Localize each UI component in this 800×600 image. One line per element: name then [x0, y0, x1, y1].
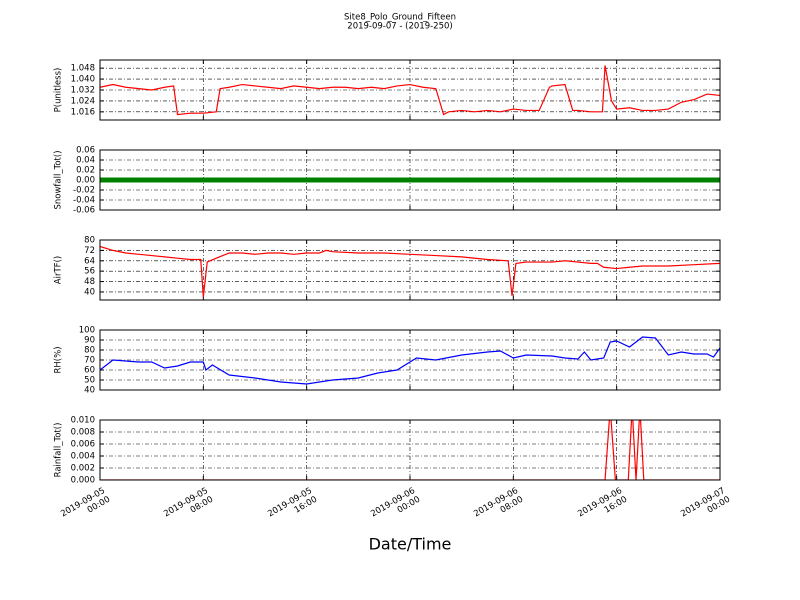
y-tick-label: 80 [84, 346, 95, 356]
y-tick-label: 0.006 [71, 440, 95, 450]
axes-frame [99, 149, 721, 211]
y-tick-label: 60 [84, 366, 95, 376]
y-axis-label: AirTF() [54, 256, 64, 284]
y-tick-label: 0.008 [71, 428, 95, 438]
y-tick-label: 1.016 [71, 107, 95, 117]
y-tick-label: 40 [84, 386, 95, 396]
axes-frame [99, 59, 721, 121]
y-tick-label: -0.06 [73, 206, 95, 216]
chart-subtitle: 2019-09-07 - (2019-250) [347, 22, 452, 32]
y-tick-label: 80 [84, 236, 95, 246]
chart-title: Site8_Polo_Ground_Fifteen [344, 13, 456, 23]
y-tick-label: -0.04 [73, 196, 95, 206]
y-tick-label: 64 [84, 256, 95, 266]
y-tick-label: 56 [84, 267, 95, 277]
x-axis-label: Date/Time [369, 535, 452, 554]
y-tick-label: 72 [84, 246, 95, 256]
data-line [100, 245, 720, 298]
axes-frame [99, 329, 721, 391]
y-tick-label: 0.06 [76, 146, 95, 156]
axes-frame [99, 419, 721, 481]
y-tick-label: 0.010 [71, 416, 95, 426]
y-tick-label: 0.004 [71, 452, 95, 462]
y-tick-label: 90 [84, 336, 95, 346]
y-tick-label: 0.002 [71, 464, 95, 474]
y-tick-label: 50 [84, 376, 95, 386]
y-tick-label: 0.00 [76, 176, 95, 186]
y-tick-label: 0.04 [76, 156, 95, 166]
y-tick-label: 1.048 [71, 64, 95, 74]
y-tick-label: -0.02 [73, 186, 95, 196]
y-axis-label: Snowfall_Tot() [54, 150, 64, 209]
y-tick-label: 48 [84, 277, 95, 287]
y-tick-label: 1.040 [71, 75, 95, 85]
axes-frame [99, 239, 721, 301]
y-tick-label: 1.024 [71, 96, 95, 106]
y-tick-label: 70 [84, 356, 95, 366]
y-tick-label: 1.032 [71, 86, 95, 96]
y-axis-label: P(unitless) [54, 68, 64, 113]
data-line [100, 336, 720, 385]
y-tick-label: 0.02 [76, 166, 95, 176]
data-line [100, 420, 720, 480]
y-axis-label: Rainfall_Tot() [54, 423, 64, 478]
y-tick-label: 100 [79, 326, 95, 336]
y-tick-label: 0.000 [71, 476, 95, 486]
data-line [100, 65, 720, 116]
y-tick-label: 40 [84, 287, 95, 297]
y-axis-label: RH(%) [54, 346, 64, 373]
